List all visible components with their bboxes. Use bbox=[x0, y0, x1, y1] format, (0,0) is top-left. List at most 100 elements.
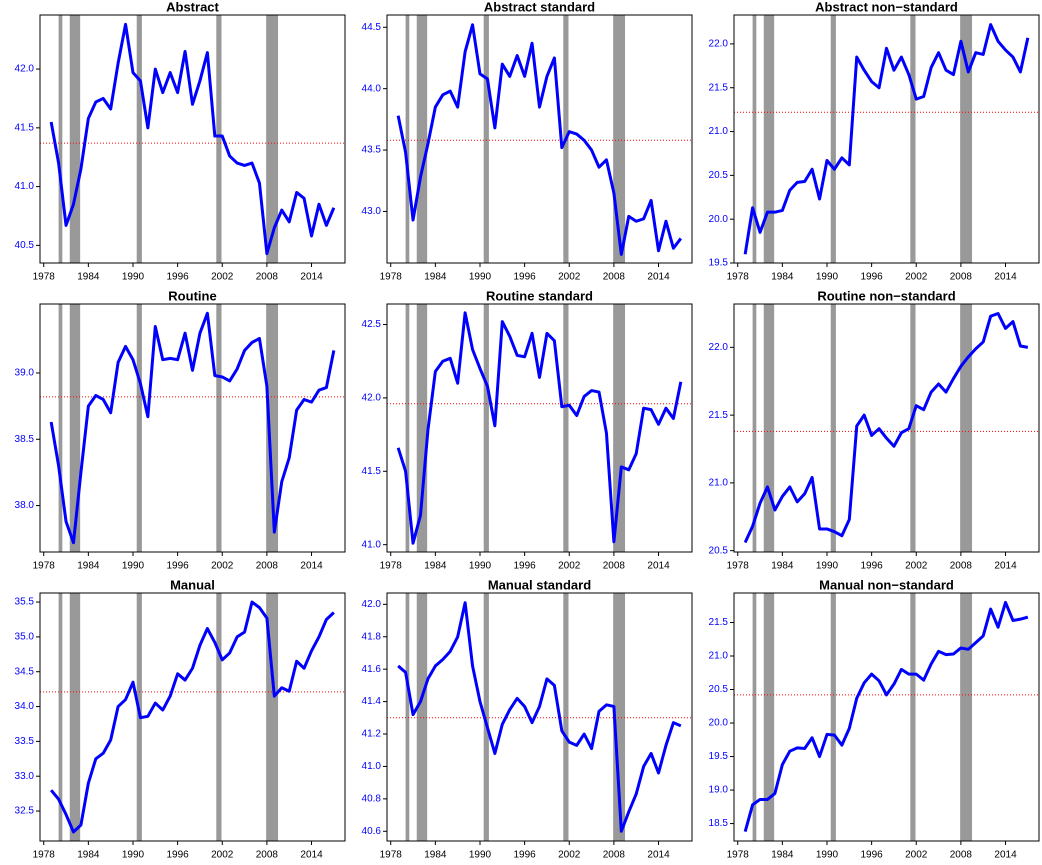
x-tick-label: 2002 bbox=[558, 850, 581, 861]
x-tick-label: 2002 bbox=[905, 272, 928, 283]
plot-frame bbox=[39, 592, 346, 842]
x-tick-label: 2002 bbox=[558, 561, 581, 572]
data-line bbox=[396, 23, 683, 256]
panel: 41.0 41.5 42.0 42.5 1978 1984 1990 1996 2002 2008… bbox=[362, 288, 693, 572]
panel: 40.6 40.8 41.0 41.2 41.4 41.6 41.8 42.0 1978 1984… bbox=[362, 577, 693, 861]
x-tick-label: 2014 bbox=[300, 561, 323, 572]
x-tick-label: 1984 bbox=[424, 272, 447, 283]
plot-area bbox=[734, 15, 1039, 263]
x-tick-label: 1996 bbox=[166, 561, 189, 572]
x-tick-label: 1996 bbox=[166, 850, 189, 861]
x-tick-label: 2008 bbox=[256, 272, 279, 283]
data-line bbox=[49, 600, 335, 834]
recession-band bbox=[216, 304, 222, 552]
x-tick-label: 2008 bbox=[256, 850, 279, 861]
recession-band bbox=[613, 304, 626, 552]
chart-title: Manual non−standard bbox=[819, 577, 954, 592]
recession-band bbox=[483, 304, 489, 552]
plot-frame bbox=[733, 592, 1040, 842]
x-tick-label: 1996 bbox=[513, 272, 536, 283]
x-tick-label: 2014 bbox=[647, 272, 670, 283]
x-tick-label: 1990 bbox=[122, 561, 145, 572]
recession-band bbox=[266, 15, 279, 263]
y-tick-label: 21.0 bbox=[709, 126, 729, 137]
x-tick-label: 2008 bbox=[950, 850, 973, 861]
y-tick-label: 42.0 bbox=[15, 64, 35, 75]
data-line bbox=[49, 22, 336, 256]
x-tick-label: 1996 bbox=[513, 850, 536, 861]
plot-area bbox=[40, 593, 345, 841]
panel: 32.5 33.0 33.5 34.0 34.5 35.0 35.5 1978 1984 1990… bbox=[15, 577, 346, 861]
recession-band bbox=[266, 304, 279, 552]
data-line bbox=[396, 311, 683, 545]
recession-band bbox=[405, 593, 410, 841]
y-tick-label: 35.0 bbox=[15, 632, 35, 643]
plot-frame bbox=[733, 303, 1040, 553]
recession-band bbox=[136, 15, 142, 263]
x-tick-label: 2014 bbox=[647, 561, 670, 572]
recession-band bbox=[266, 593, 279, 841]
y-tick-label: 44.0 bbox=[362, 83, 382, 94]
x-tick-label: 1984 bbox=[424, 850, 447, 861]
x-tick-label: 1990 bbox=[122, 850, 145, 861]
x-tick-label: 2008 bbox=[950, 272, 973, 283]
x-tick-label: 1978 bbox=[33, 272, 56, 283]
plot-area bbox=[40, 15, 345, 263]
y-tick-label: 41.2 bbox=[362, 729, 382, 740]
plot-area bbox=[40, 304, 345, 552]
y-tick-label: 19.5 bbox=[709, 751, 729, 762]
y-tick-label: 43.5 bbox=[362, 145, 382, 156]
y-tick-label: 33.0 bbox=[15, 771, 35, 782]
chart-title: Manual bbox=[170, 577, 215, 592]
recession-band bbox=[763, 304, 775, 552]
y-tick-label: 19.5 bbox=[709, 258, 729, 269]
x-tick-label: 2008 bbox=[256, 561, 279, 572]
recession-band bbox=[752, 15, 757, 263]
y-tick-label: 21.5 bbox=[709, 617, 729, 628]
chart-title: Manual standard bbox=[488, 577, 591, 592]
recession-band bbox=[910, 593, 916, 841]
y-tick-label: 41.6 bbox=[362, 664, 382, 675]
y-tick-label: 41.8 bbox=[362, 631, 382, 642]
plot-frame bbox=[386, 592, 693, 842]
panel: 40.5 41.0 41.5 42.0 1978 1984 1990 1996 2002 2008… bbox=[15, 0, 346, 283]
x-tick-label: 2008 bbox=[950, 561, 973, 572]
y-tick-label: 40.5 bbox=[15, 240, 35, 251]
x-tick-label: 2008 bbox=[603, 561, 626, 572]
chart-title: Abstract non−standard bbox=[815, 0, 958, 14]
y-tick-label: 20.5 bbox=[709, 545, 729, 556]
recession-band bbox=[483, 593, 489, 841]
plot-frame bbox=[39, 303, 346, 553]
y-tick-label: 38.5 bbox=[15, 434, 35, 445]
x-tick-label: 1978 bbox=[727, 272, 750, 283]
y-tick-label: 43.0 bbox=[362, 206, 382, 217]
recession-band bbox=[613, 593, 626, 841]
panel: 43.0 43.5 44.0 44.5 1978 1984 1990 1996 2002 2008… bbox=[362, 0, 693, 283]
y-tick-label: 41.4 bbox=[362, 696, 382, 707]
chart-title: Abstract bbox=[166, 0, 219, 14]
y-tick-label: 40.8 bbox=[362, 793, 382, 804]
y-tick-label: 35.5 bbox=[15, 597, 35, 608]
data-line bbox=[743, 600, 1029, 833]
x-tick-label: 2002 bbox=[211, 561, 234, 572]
x-tick-label: 1978 bbox=[727, 561, 750, 572]
y-tick-label: 21.0 bbox=[709, 478, 729, 489]
x-tick-label: 1990 bbox=[469, 850, 492, 861]
y-tick-label: 34.5 bbox=[15, 666, 35, 677]
x-tick-label: 1978 bbox=[380, 272, 403, 283]
recession-band bbox=[136, 304, 142, 552]
recession-band bbox=[69, 304, 81, 552]
x-tick-label: 2014 bbox=[994, 850, 1017, 861]
recession-band bbox=[416, 304, 428, 552]
data-line bbox=[397, 601, 682, 833]
x-tick-label: 1996 bbox=[166, 272, 189, 283]
recession-band bbox=[216, 593, 222, 841]
plot-area bbox=[734, 304, 1039, 552]
panel: 19.5 20.0 20.5 21.0 21.5 22.0 1978 1984 1990 1996… bbox=[709, 0, 1040, 283]
x-tick-label: 1996 bbox=[513, 561, 536, 572]
x-tick-label: 2002 bbox=[905, 850, 928, 861]
x-tick-label: 1984 bbox=[77, 272, 100, 283]
y-tick-label: 40.6 bbox=[362, 826, 382, 837]
recession-band bbox=[910, 304, 916, 552]
panel: 38.0 38.5 39.0 1978 1984 1990 1996 2002 2008 2014… bbox=[15, 288, 346, 572]
